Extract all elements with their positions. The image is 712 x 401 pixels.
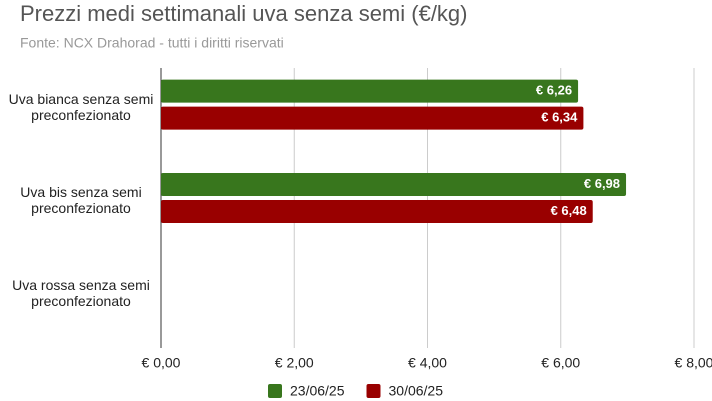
bar xyxy=(161,173,627,196)
legend-label: 23/06/25 xyxy=(290,383,345,399)
data-label: € 6,98 xyxy=(584,176,620,191)
chart-title: Prezzi medi settimanali uva senza semi (… xyxy=(20,1,468,26)
legend-label: 30/06/25 xyxy=(389,383,444,399)
data-label: € 6,34 xyxy=(541,110,578,125)
x-tick-label: € 2,00 xyxy=(275,355,314,371)
legend-swatch xyxy=(366,384,381,398)
x-tick-label: € 0,00 xyxy=(142,355,181,371)
data-label: € 6,48 xyxy=(551,203,587,218)
y-tick-label: Uva bianca senza semi preconfezionato xyxy=(8,90,154,123)
bar xyxy=(161,106,584,130)
data-label: € 6,26 xyxy=(536,83,572,98)
y-tick-label: Uva rossa senza semi preconfezionato xyxy=(12,277,150,310)
x-tick-label: € 6,00 xyxy=(541,355,580,371)
bar xyxy=(161,79,579,103)
x-tick-label: € 4,00 xyxy=(408,355,447,371)
bar xyxy=(161,200,593,223)
x-tick-label: € 8,00 xyxy=(675,355,712,371)
legend-swatch xyxy=(268,384,282,398)
chart-subtitle: Fonte: NCX Drahorad - tutti i diritti ri… xyxy=(20,35,284,51)
y-tick-label: Uva bis senza semi preconfezionato xyxy=(20,184,142,216)
